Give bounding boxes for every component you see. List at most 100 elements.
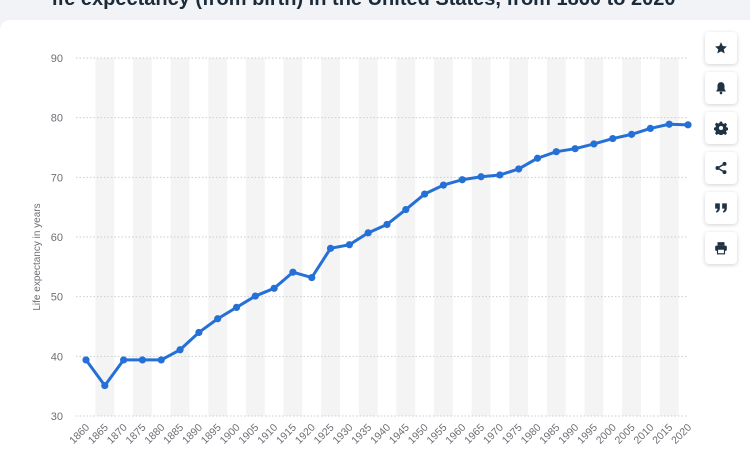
x-tick-label: 2020 — [669, 422, 694, 447]
x-tick-label: 1925 — [312, 422, 337, 447]
data-point[interactable] — [195, 328, 203, 337]
y-axis-ticks: 30 40 50 60 70 80 90 — [51, 53, 63, 423]
x-tick-label: 1915 — [274, 422, 299, 447]
data-point[interactable] — [684, 121, 692, 129]
favorite-button[interactable] — [705, 32, 737, 64]
column-band — [434, 58, 453, 416]
y-tick-label: 30 — [51, 411, 63, 423]
settings-button[interactable] — [705, 112, 737, 144]
x-tick-label: 1950 — [406, 422, 431, 447]
x-tick-label: 1970 — [481, 422, 506, 447]
y-tick-label: 70 — [51, 172, 63, 184]
data-point[interactable] — [364, 229, 372, 237]
x-tick-label: 1880 — [142, 422, 167, 447]
data-point[interactable] — [345, 241, 353, 249]
y-axis-label: Life expectancy in years — [32, 203, 43, 310]
x-tick-label: 1905 — [236, 422, 261, 447]
data-point[interactable] — [402, 205, 410, 214]
x-tick-label: 1870 — [105, 422, 130, 447]
data-point[interactable] — [101, 381, 109, 390]
x-tick-label: 2010 — [631, 422, 656, 447]
column-band — [471, 58, 491, 416]
chart-card: 30 40 50 60 70 80 90 1860 1865 1870 1875 1880 1885 1… — [0, 20, 750, 471]
x-tick-label: 1960 — [443, 422, 468, 447]
notification-button[interactable] — [705, 72, 737, 104]
data-point[interactable] — [176, 346, 184, 354]
page-title: ife expectancy (from birth) in the Unite… — [52, 0, 676, 11]
data-point[interactable] — [82, 356, 90, 364]
y-tick-label: 40 — [51, 351, 63, 363]
y-tick-label: 50 — [51, 292, 63, 304]
x-tick-label: 1920 — [293, 422, 318, 447]
x-tick-label: 1995 — [575, 422, 600, 447]
star-icon — [715, 42, 727, 54]
column-band — [584, 58, 604, 416]
data-point[interactable] — [421, 190, 429, 198]
column-band — [283, 58, 303, 416]
data-point[interactable] — [496, 171, 504, 179]
data-point[interactable] — [232, 303, 241, 312]
data-point[interactable] — [477, 173, 485, 181]
x-tick-label: 1865 — [86, 422, 111, 447]
data-point[interactable] — [609, 134, 617, 143]
data-point[interactable] — [138, 356, 147, 364]
x-tick-label: 1890 — [180, 422, 205, 447]
x-tick-label: 1990 — [556, 422, 581, 447]
data-point[interactable] — [120, 356, 128, 364]
data-point[interactable] — [646, 124, 654, 133]
x-tick-label: 1965 — [462, 422, 487, 447]
x-tick-label: 1935 — [349, 422, 374, 447]
data-point[interactable] — [308, 273, 316, 282]
column-band — [358, 58, 378, 416]
data-point[interactable] — [326, 244, 335, 252]
x-tick-label: 1985 — [537, 422, 562, 447]
column-band — [659, 58, 679, 416]
data-point[interactable] — [590, 140, 598, 148]
data-point[interactable] — [533, 154, 542, 162]
x-tick-label: 1895 — [199, 422, 224, 447]
x-tick-label: 2005 — [613, 422, 638, 447]
x-tick-label: 1955 — [425, 422, 450, 447]
data-point[interactable] — [439, 181, 448, 189]
y-tick-label: 80 — [51, 113, 63, 125]
x-tick-label: 1940 — [368, 422, 393, 447]
column-band — [509, 58, 529, 416]
page-title-strip: ife expectancy (from birth) in the Unite… — [0, 0, 750, 14]
data-point[interactable] — [270, 284, 278, 292]
print-icon — [715, 242, 727, 255]
data-point[interactable] — [251, 292, 259, 300]
y-tick-label: 90 — [51, 53, 63, 65]
x-tick-label: 1945 — [387, 422, 412, 447]
x-tick-label: 1930 — [330, 422, 355, 447]
data-point[interactable] — [383, 220, 391, 229]
x-tick-label: 2015 — [650, 422, 675, 447]
share-icon — [715, 161, 727, 175]
data-point[interactable] — [665, 120, 673, 128]
y-tick-label: 60 — [51, 232, 63, 244]
quote-icon — [715, 203, 727, 213]
gear-icon — [714, 121, 728, 135]
x-tick-label: 1875 — [124, 422, 149, 447]
data-point[interactable] — [214, 315, 222, 323]
print-button[interactable] — [705, 232, 737, 264]
share-button[interactable] — [705, 152, 737, 184]
x-axis-ticks: 1860186518701875188018851890189519001905… — [67, 422, 694, 447]
series-line-group — [82, 120, 692, 390]
data-point[interactable] — [515, 165, 523, 173]
x-tick-label: 1885 — [161, 422, 186, 447]
data-point[interactable] — [458, 176, 466, 184]
data-point[interactable] — [552, 148, 560, 156]
data-point[interactable] — [627, 130, 636, 138]
gridlines — [76, 57, 688, 417]
column-band — [208, 58, 228, 416]
data-point[interactable] — [571, 145, 579, 153]
cite-button[interactable] — [705, 192, 737, 224]
data-point[interactable] — [289, 268, 297, 276]
x-tick-label: 1860 — [67, 422, 92, 447]
data-point[interactable] — [157, 356, 165, 364]
bell-icon — [716, 82, 726, 95]
x-tick-label: 1910 — [255, 422, 280, 447]
column-band — [622, 58, 641, 416]
x-tick-label: 1980 — [519, 422, 544, 447]
